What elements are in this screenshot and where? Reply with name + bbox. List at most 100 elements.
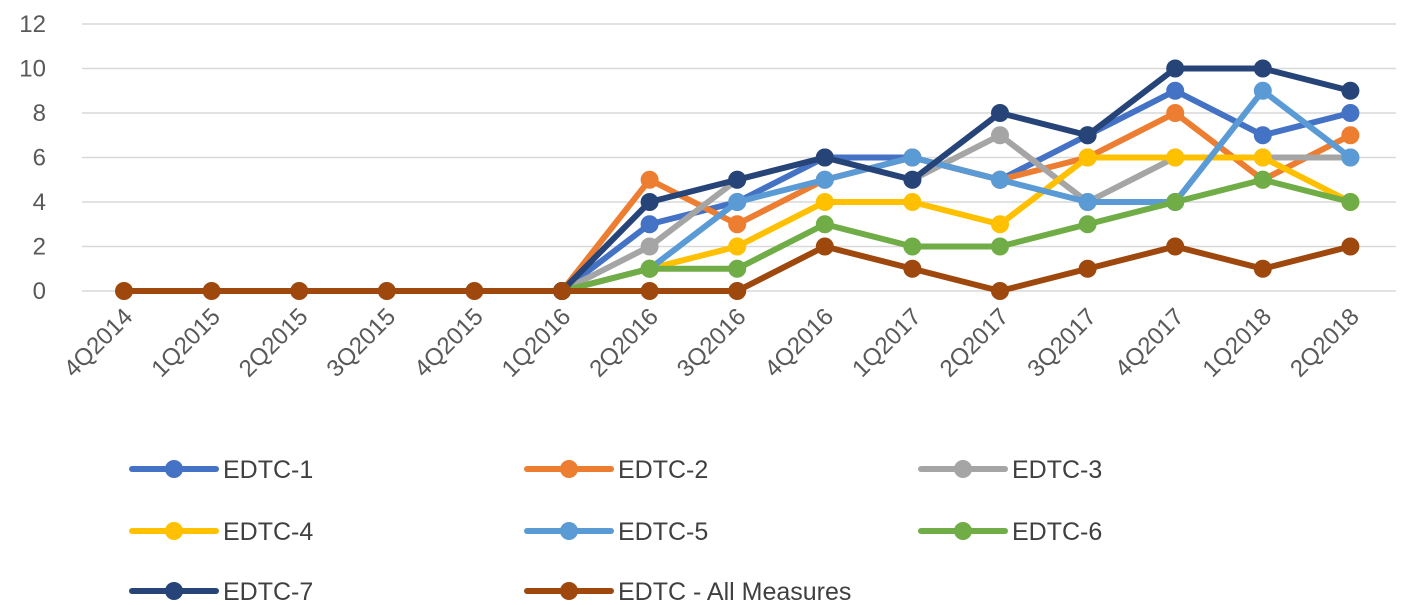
y-axis-ticks: 0 2 4 6 8 10 12 — [19, 11, 46, 305]
data-point — [903, 170, 922, 189]
series-line — [559, 176, 1354, 294]
data-point — [991, 215, 1009, 234]
data-point — [728, 282, 747, 300]
x-tick-label: 3Q2017 — [1022, 303, 1101, 382]
data-point — [640, 282, 659, 300]
data-point — [640, 193, 659, 211]
data-point — [728, 215, 747, 234]
x-tick-label: 3Q2016 — [672, 303, 751, 382]
legend-swatch-marker — [954, 460, 972, 478]
series-lines — [115, 59, 1360, 300]
y-tick-label: 10 — [19, 56, 46, 83]
x-tick-label: 4Q2015 — [409, 303, 488, 382]
data-point — [815, 215, 834, 234]
x-tick-label: 1Q2018 — [1198, 303, 1277, 382]
data-point — [1341, 148, 1360, 167]
legend-item: EDTC-5 — [524, 518, 708, 546]
legend-label: EDTC-4 — [223, 518, 313, 546]
data-point — [1253, 259, 1272, 278]
data-point — [1166, 237, 1185, 256]
legend-label: EDTC-3 — [1012, 456, 1102, 484]
data-point — [1341, 104, 1360, 122]
legend-label: EDTC-6 — [1012, 518, 1102, 546]
data-point — [377, 282, 396, 300]
legend-item: EDTC-4 — [129, 518, 313, 546]
data-point — [815, 237, 834, 256]
x-tick-label: 1Q2016 — [497, 303, 576, 382]
data-point — [1078, 148, 1097, 167]
data-point — [640, 237, 659, 256]
data-point — [465, 282, 484, 300]
data-point — [815, 193, 834, 211]
data-point — [991, 170, 1009, 189]
data-point — [1166, 59, 1185, 78]
data-point — [640, 170, 659, 189]
x-tick-label: 2Q2016 — [584, 303, 663, 382]
legend-item: EDTC-6 — [918, 518, 1102, 546]
x-tick-label: 4Q2016 — [760, 303, 839, 382]
y-tick-label: 0 — [33, 278, 46, 305]
legend-swatch-marker — [165, 582, 183, 600]
data-point — [553, 282, 571, 300]
series-edtc-all-measures — [115, 237, 1360, 300]
data-point — [290, 282, 309, 300]
data-point — [728, 237, 747, 256]
y-tick-label: 2 — [33, 234, 46, 261]
legend-item: EDTC-7 — [129, 578, 313, 605]
data-point — [728, 170, 747, 189]
data-point — [815, 170, 834, 189]
x-tick-label: 2Q2017 — [935, 303, 1014, 382]
data-point — [903, 193, 922, 211]
data-point — [1341, 81, 1360, 100]
data-point — [1166, 148, 1185, 167]
legend-swatch-marker — [165, 522, 183, 540]
y-tick-label: 6 — [33, 145, 46, 172]
data-point — [1341, 126, 1360, 145]
x-tick-label: 1Q2017 — [847, 303, 926, 382]
legend-swatch-marker — [560, 460, 578, 478]
data-point — [1166, 81, 1185, 100]
data-point — [1253, 81, 1272, 100]
data-point — [903, 148, 922, 167]
data-point — [728, 193, 747, 211]
x-axis-ticks: 4Q2014 1Q2015 2Q2015 3Q2015 4Q2015 1Q2016 2Q20… — [59, 303, 1365, 382]
data-point — [991, 282, 1009, 300]
legend-swatch-marker — [560, 522, 578, 540]
data-point — [1166, 104, 1185, 122]
x-tick-label: 2Q2018 — [1285, 303, 1364, 382]
data-point — [1078, 193, 1097, 211]
x-tick-label: 1Q2015 — [146, 303, 225, 382]
data-point — [115, 282, 133, 300]
legend: EDTC-1 EDTC-2 EDTC-3 EDTC-4 EDTC-5 EDTC-6 EDTC… — [129, 456, 1102, 605]
legend-label: EDTC-1 — [223, 456, 313, 484]
data-point — [1078, 215, 1097, 234]
x-tick-label: 4Q2014 — [59, 303, 138, 382]
data-point — [1253, 126, 1272, 145]
data-point — [1253, 148, 1272, 167]
data-point — [1341, 237, 1360, 256]
data-point — [1166, 193, 1185, 211]
data-point — [815, 148, 834, 167]
legend-label: EDTC-5 — [618, 518, 708, 546]
data-point — [991, 126, 1009, 145]
series-line — [559, 154, 1354, 294]
legend-item: EDTC-3 — [918, 456, 1102, 484]
x-tick-label: 3Q2015 — [322, 303, 401, 382]
data-point — [903, 237, 922, 256]
legend-item: EDTC-1 — [129, 456, 313, 484]
data-point — [1341, 193, 1360, 211]
data-point — [1078, 259, 1097, 278]
legend-item: EDTC - All Measures — [524, 578, 851, 605]
data-point — [640, 215, 659, 234]
y-tick-label: 12 — [19, 11, 46, 38]
data-point — [202, 282, 221, 300]
series-line — [559, 87, 1354, 294]
legend-swatch-marker — [560, 582, 578, 600]
data-point — [640, 259, 659, 278]
x-tick-label: 2Q2015 — [234, 303, 313, 382]
legend-item: EDTC-2 — [524, 456, 708, 484]
legend-label: EDTC - All Measures — [618, 578, 851, 605]
series-edtc-7 — [553, 59, 1360, 300]
y-tick-label: 8 — [33, 100, 46, 127]
